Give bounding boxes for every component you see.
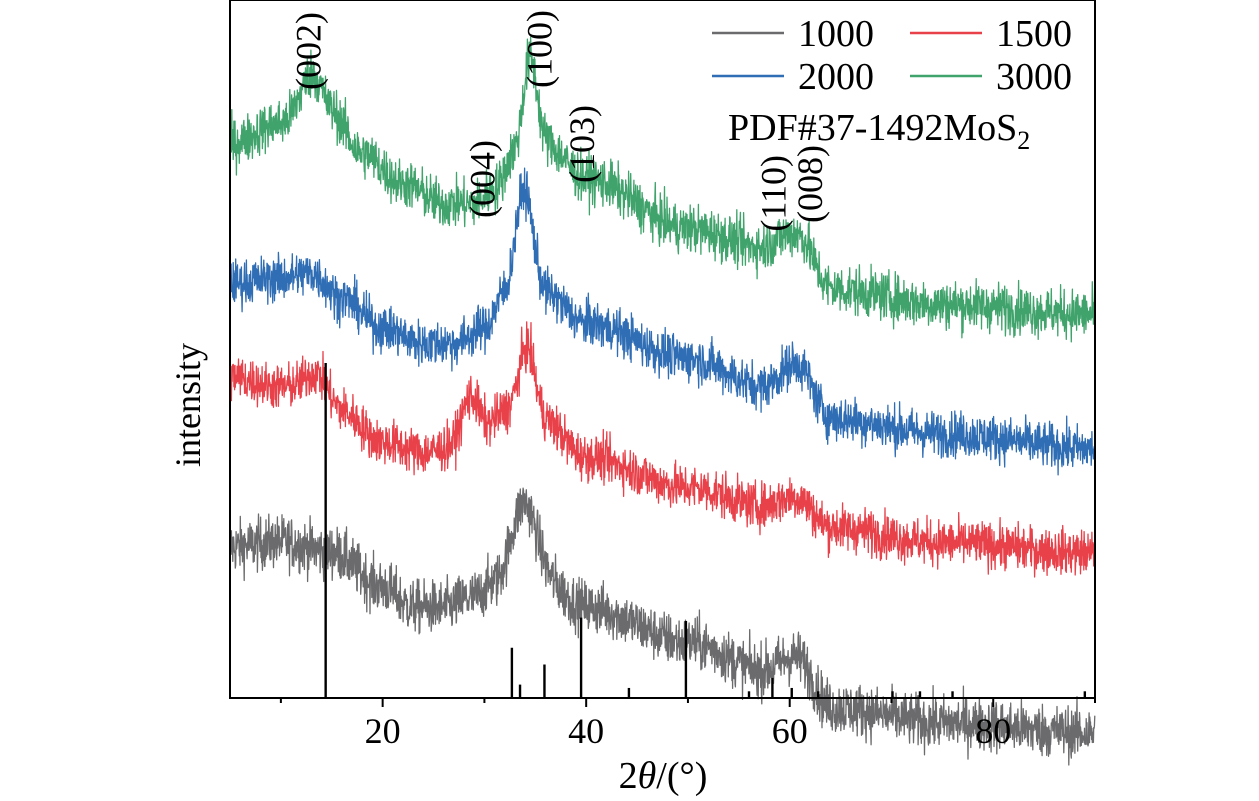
y-axis-label: intensity xyxy=(168,343,208,467)
legend: 1000 1500 2000 3000 PDF#37-1492MoS2 xyxy=(712,13,1072,155)
series-layer xyxy=(229,36,1096,766)
peak-label: (103) xyxy=(562,105,602,183)
reference-lines xyxy=(324,363,1087,698)
series-1000-line xyxy=(229,487,1096,766)
x-axis-ticks: 20 40 60 80 xyxy=(279,698,1096,751)
x-tick-label: 40 xyxy=(568,711,604,751)
legend-label: 3000 xyxy=(996,56,1072,98)
x-tick-label: 20 xyxy=(365,711,401,751)
legend-label: 1000 xyxy=(798,13,874,55)
plot-frame xyxy=(229,0,1096,699)
peak-annotations: (002) (004) (100)(103) (110)(008) xyxy=(288,10,830,232)
legend-label: 1500 xyxy=(996,13,1072,55)
legend-label: 2000 xyxy=(798,56,874,98)
x-axis-label: 2θ/(°) xyxy=(619,755,708,797)
peak-label: (008) xyxy=(790,145,830,223)
peak-label: (100) xyxy=(519,10,559,88)
legend-reference-label: PDF#37-1492MoS2 xyxy=(728,107,1030,155)
peak-label: (002) xyxy=(288,12,328,90)
series-1500-line xyxy=(229,321,1096,578)
series-2000-line xyxy=(229,167,1096,476)
peak-label: (004) xyxy=(462,140,502,218)
peak-label: (110) xyxy=(753,155,793,232)
series-3000-line xyxy=(229,36,1096,343)
x-tick-label: 60 xyxy=(772,711,808,751)
x-tick-label: 80 xyxy=(975,711,1011,751)
